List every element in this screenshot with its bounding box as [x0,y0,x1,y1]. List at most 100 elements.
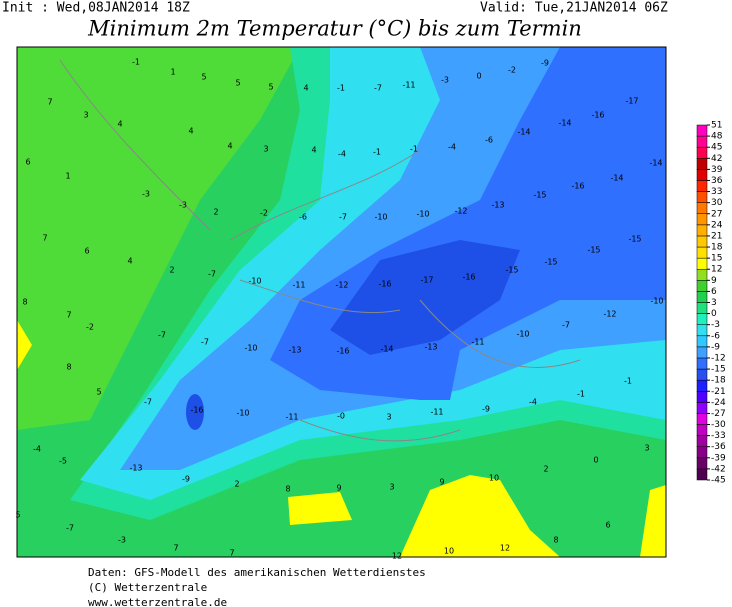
zone-deep-frost [186,394,204,430]
colorbar-label: 9 [711,276,717,286]
temperature-label: -6 [485,136,493,145]
temperature-label: 10 [489,474,499,483]
temperature-label: 3 [389,483,394,492]
temperature-label: 3 [386,413,391,422]
temperature-label: -1 [132,58,140,67]
colorbar-band [696,446,708,459]
colorbar-label: -27 [711,409,726,419]
colorbar-label: -3 [711,320,720,330]
temperature-label: 0 [593,456,598,465]
temperature-label: -14 [380,345,393,354]
temperature-label: -12 [454,207,467,216]
temperature-label: -14 [610,174,623,183]
colorbar-label: -15 [711,365,726,375]
temperature-label: -15 [544,258,557,267]
temperature-label: 3 [83,111,88,120]
colorbar-band [696,146,708,159]
temperature-label: -15 [587,246,600,255]
temperature-label: -3 [441,76,449,85]
colorbar-label: -36 [711,442,726,452]
map [16,46,667,558]
temperature-label: -10 [516,330,529,339]
temperature-label: 9 [439,478,444,487]
colorbar-label: 48 [711,132,723,142]
temperature-label: -0 [337,412,345,421]
colorbar-label: 45 [711,143,722,153]
temperature-label: 6 [605,521,610,530]
colorbar: -45-42-39-36-33-30-27-24-21-18-15-12-9-6… [696,121,726,486]
colorbar-band [696,335,708,348]
temperature-label: -12 [335,281,348,290]
temperature-label: -1 [624,377,632,386]
colorbar-label: 0 [711,309,717,319]
temperature-label: -3 [118,536,126,545]
colorbar-label: 36 [711,176,723,186]
colorbar-label: 18 [711,243,723,253]
zone-mild [288,492,352,525]
temperature-label: -7 [562,321,570,330]
footer-line: (C) Wetterzentrale [88,581,207,594]
colorbar-band [696,235,708,248]
colorbar-label: -24 [711,398,726,408]
temperature-label: 7 [173,544,178,553]
colorbar-label: -33 [711,431,726,441]
colorbar-band [696,435,708,447]
temperature-label: -17 [420,276,433,285]
temperature-label: -10 [650,297,663,306]
temperature-label: -4 [448,143,456,152]
colorbar-label: -45 [711,476,726,486]
zone-mild [400,475,560,557]
temperature-label: -12 [603,310,616,319]
temperature-label: -13 [129,464,142,473]
temperature-label: -2 [86,323,94,332]
temperature-label: -6 [299,213,307,222]
temperature-label: -15 [628,235,641,244]
temperature-label: -9 [482,405,490,414]
map-frame [16,46,667,558]
temperature-label: -13 [288,346,301,355]
temperature-label: 4 [227,142,232,151]
colorbar-band [696,457,708,470]
temperature-label: 0 [476,72,481,81]
temperature-label: -14 [517,128,530,137]
temperature-label: -7 [144,398,152,407]
temperature-label: 7 [229,549,234,558]
colorbar-band [696,246,708,259]
colorbar-label: 30 [711,198,723,208]
colorbar-label: 15 [711,254,722,264]
temperature-label: 9 [336,484,341,493]
temperature-label: 5 [268,83,273,92]
temperature-label: 8 [285,485,290,494]
colorbar-label: -12 [711,353,726,363]
temperature-label: -11 [471,338,484,347]
colorbar-band [696,402,708,414]
colorbar-band [696,413,708,425]
colorbar-label: 3 [711,298,717,308]
colorbar-band [696,424,708,436]
temperature-label: -3 [179,201,187,210]
temperature-label: -17 [625,97,638,106]
temperature-label: 1 [65,172,70,181]
temperature-label: -15 [533,191,546,200]
valid-text: Valid: Tue,21JAN2014 06Z [480,1,668,16]
temperature-label: -7 [339,213,347,222]
temperature-label: -16 [336,347,349,356]
colorbar-band [696,158,708,170]
colorbar-label: 21 [711,231,722,241]
colorbar-band [696,135,708,148]
colorbar-band [696,191,708,203]
colorbar-band [696,357,708,370]
temperature-label: 4 [127,257,132,266]
colorbar-label: -9 [711,342,720,352]
temperature-label: -1 [577,390,585,399]
colorbar-band [696,324,708,337]
temperature-label: 4 [188,127,193,136]
colorbar-label: -42 [711,464,726,474]
colorbar-band [696,124,708,137]
temperature-label: -7 [208,270,216,279]
colorbar-label: 51 [711,121,722,131]
temperature-label: -14 [558,119,571,128]
temperature-label: -9 [541,59,549,68]
temperature-label: -1 [337,84,345,93]
temperature-label: 4 [117,120,122,129]
